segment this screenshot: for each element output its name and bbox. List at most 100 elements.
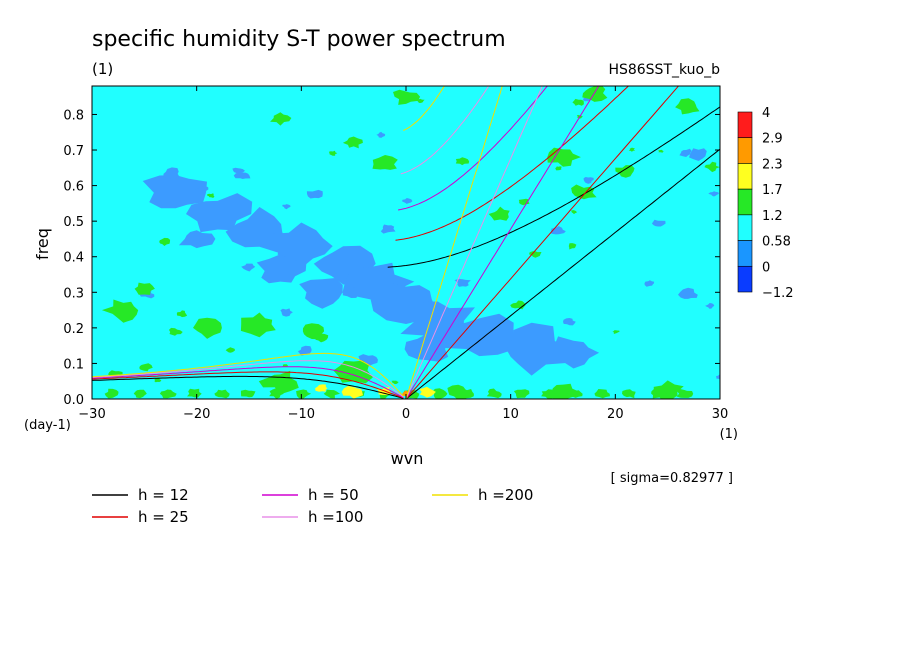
field-high-region [658,149,664,153]
legend: h = 12 h = 25 h = 50 h =100 h =200 [92,486,533,526]
rossby-wave-curve [92,360,404,398]
field-low-region [404,333,449,362]
field-high-region [568,243,577,250]
field-high-region [432,388,448,399]
field-low-region [282,204,291,210]
x-tick-label: 30 [712,407,729,422]
x-axis-ticks: −30 −20 −10 0 10 20 30 [78,86,728,422]
field-low-region [689,148,707,161]
field-high-region [342,136,363,149]
chart-title: specific humidity S-T power spectrum [92,27,506,52]
field-high-region [134,282,155,295]
field-peak-region [341,386,363,399]
sigma-label: [ sigma=0.82977 ] [611,471,733,486]
field-low-region [297,345,312,356]
field-high-region [455,157,470,166]
colorbar-swatch [737,214,753,241]
legend-entry: h = 50 [308,486,359,504]
colorbar-level-label: 1.7 [762,183,783,198]
field-high-region [612,330,620,334]
field-high-region [270,112,292,126]
field-low-region [342,287,360,298]
field-high-region [187,388,202,398]
field-low-region [651,219,666,227]
colorbar-swatch [737,137,753,164]
y-tick-label: 0.5 [63,215,84,230]
field-high-region [159,237,171,246]
rossby-wave-curve [92,371,404,399]
y-tick-label: 0.1 [63,357,84,372]
x-tick-label: 20 [607,407,624,422]
field-high-region [459,389,474,399]
field-high-region [159,389,177,399]
colorbar-swatch [737,111,753,139]
field-high-region [139,363,153,372]
field-high-region [704,161,720,173]
field-high-region [582,86,608,102]
field-high-region [323,389,340,399]
kelvin-wave-curve [405,86,600,399]
field-low-region [679,148,692,157]
field-high-region [372,155,398,170]
field-high-region [572,98,584,106]
field-low-region [241,263,256,272]
units-label: (1) [92,60,113,78]
field-low-region [454,278,471,287]
dispersion-curves [92,86,720,399]
field-high-region [214,389,230,399]
x-axis-label: wvn [391,449,424,468]
field-high-region [282,364,288,367]
field-high-region [622,389,636,399]
colorbar-level-label: 0 [762,260,770,275]
field-high-region [675,98,700,115]
field-low-region [186,193,253,233]
field-high-region [518,198,530,206]
field-low-region [563,318,576,326]
colorbar-level-label: 4 [762,106,770,121]
field-low-region [552,336,600,369]
field-low-region [376,131,386,138]
field-low-region [232,167,245,175]
field-peak-region [419,386,436,398]
field-high-region [169,327,183,336]
colorbar-swatch [737,240,753,267]
kelvin-wave-curve [405,86,503,399]
field-high-region [240,312,276,338]
field-high-region [567,388,583,398]
field-low-region [306,189,323,199]
field-low-region [178,230,216,249]
gravity-wave-curve [400,86,490,175]
field-low-region [708,191,719,197]
field-low-region [195,186,209,193]
field-high-region [207,193,215,198]
gravity-wave-curve [398,86,548,211]
x-tick-label: −20 [183,407,210,422]
y-axis-label: freq [33,228,52,260]
field-peak-region [315,384,328,392]
colorbar-level-label: 1.2 [762,209,783,224]
field-low-region [644,280,655,287]
colorbar-swatch [737,265,753,293]
gravity-wave-curve [387,106,720,268]
field-high-region [101,299,139,323]
field-high-region [570,210,577,215]
x-tick-label: −30 [78,407,105,422]
colorbar-swatch [737,163,753,190]
field-high-region [628,147,636,152]
y-tick-label: 0.8 [63,108,84,123]
field-high-region [258,370,299,395]
field-low-region [716,374,720,380]
legend-entry: h =100 [308,508,363,526]
legend-entry: h = 12 [138,486,189,504]
field-high-region [393,89,421,105]
field-high-region [529,251,542,258]
field-low-region [402,198,413,204]
field-high-region [314,333,329,343]
field-high-region [333,360,373,384]
y-tick-label: 0.4 [63,251,84,266]
field-high-region [547,147,581,167]
colorbar-level-label: 2.9 [762,132,783,147]
field-high-region [486,388,502,399]
legend-entry: h = 25 [138,508,189,526]
kelvin-wave-curve [405,86,543,399]
